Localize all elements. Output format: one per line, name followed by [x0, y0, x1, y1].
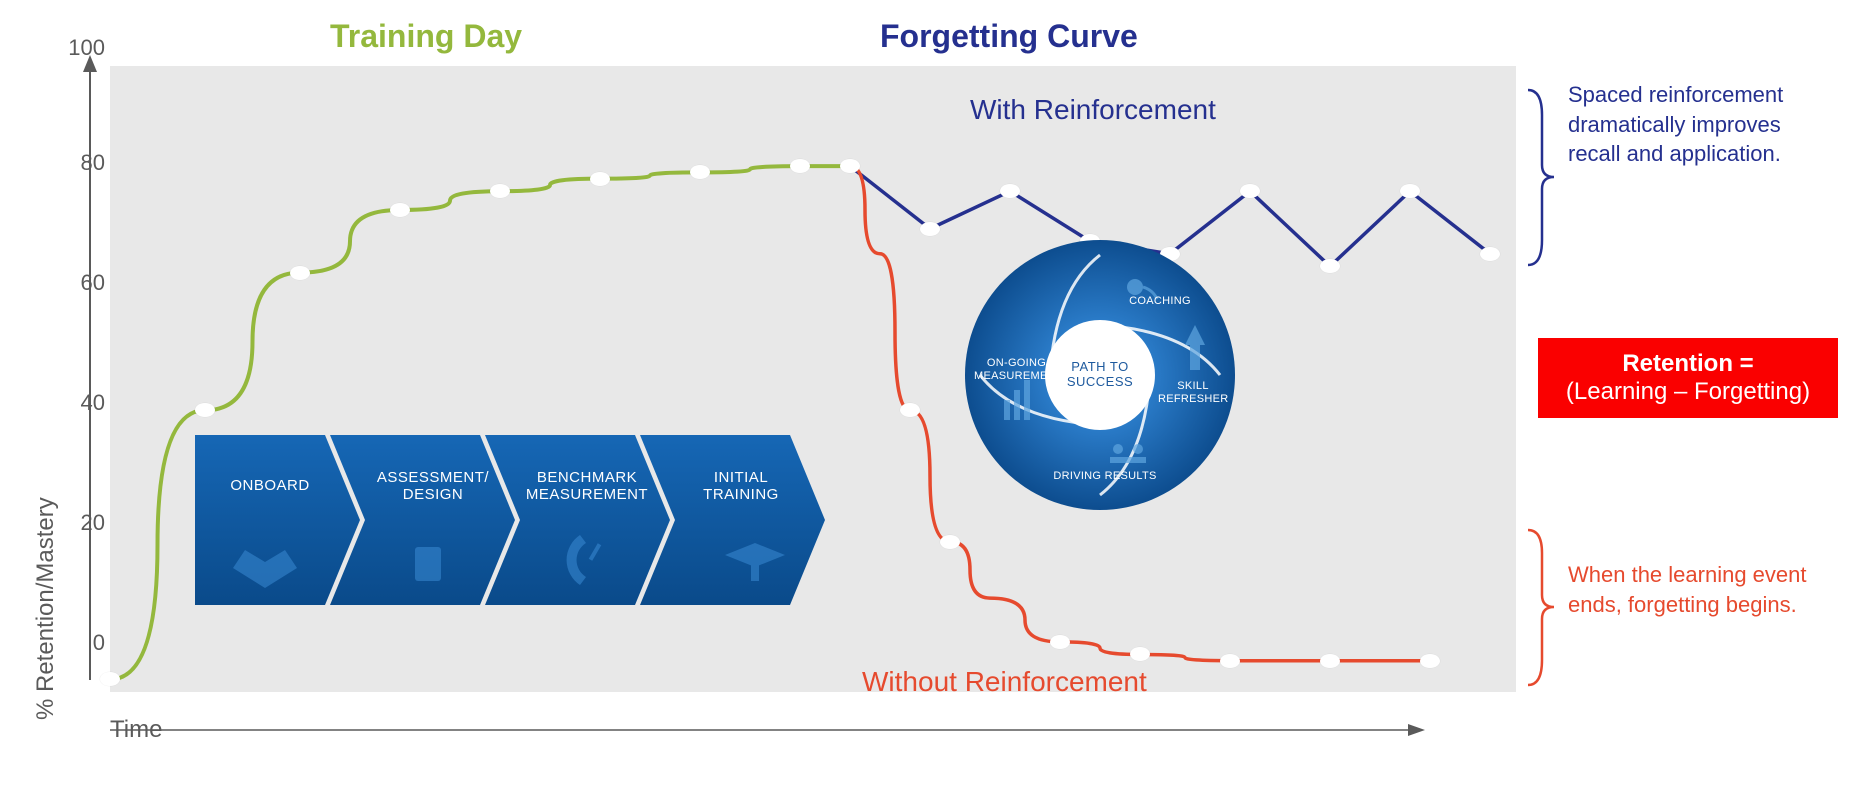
success-wheel: PATH TO SUCCESS COACHING SKILL REFRESHER… [960, 235, 1240, 515]
brace-bottom [1520, 525, 1560, 690]
x-axis-label: Time [110, 716, 162, 744]
y-axis-arrow [75, 50, 105, 690]
wheel-seg-skill: SKILL REFRESHER [1158, 380, 1228, 406]
data-marker [1480, 247, 1500, 261]
y-tick-40: 40 [45, 390, 105, 416]
data-marker [195, 403, 215, 417]
data-marker [920, 222, 940, 236]
retention-line1: Retention = [1558, 350, 1818, 378]
data-marker [1240, 184, 1260, 198]
wheel-center-label: PATH TO SUCCESS [1060, 359, 1140, 389]
data-marker [790, 159, 810, 173]
wheel-seg-coaching: COACHING [1115, 295, 1205, 308]
data-marker [690, 165, 710, 179]
data-marker [1320, 654, 1340, 668]
data-marker [1320, 259, 1340, 273]
data-marker [940, 535, 960, 549]
data-marker [900, 403, 920, 417]
label-without-reinforcement: Without Reinforcement [862, 666, 1147, 698]
y-tick-100: 100 [45, 35, 105, 61]
data-marker [1000, 184, 1020, 198]
retention-formula-box: Retention = (Learning – Forgetting) [1538, 338, 1838, 418]
y-tick-60: 60 [45, 270, 105, 296]
data-marker [840, 159, 860, 173]
data-marker [1130, 647, 1150, 661]
note-spaced-reinforcement: Spaced reinforcement dramatically improv… [1568, 80, 1838, 169]
y-tick-80: 80 [45, 150, 105, 176]
data-marker [1050, 635, 1070, 649]
data-marker [490, 184, 510, 198]
note-forgetting-begins: When the learning event ends, forgetting… [1568, 560, 1838, 619]
data-marker [100, 672, 120, 686]
chevron-assessment: ASSESSMENT/ DESIGN [363, 469, 503, 503]
wheel-seg-driving: DRIVING RESULTS [1050, 470, 1160, 483]
chevron-training: INITIAL TRAINING [671, 469, 811, 503]
data-marker [390, 203, 410, 217]
data-marker [290, 266, 310, 280]
x-axis-arrow [100, 720, 1430, 740]
title-training-day: Training Day [330, 18, 522, 55]
y-axis-label: % Retention/Mastery [32, 497, 60, 720]
chevron-benchmark: BENCHMARK MEASUREMENT [517, 469, 657, 503]
wheel-seg-ongoing: ON-GOING MEASUREMENT [974, 357, 1059, 383]
retention-line2: (Learning – Forgetting) [1558, 378, 1818, 406]
brace-top [1520, 85, 1560, 270]
data-marker [1220, 654, 1240, 668]
title-forgetting-curve: Forgetting Curve [880, 18, 1138, 55]
label-with-reinforcement: With Reinforcement [970, 94, 1216, 126]
data-marker [1420, 654, 1440, 668]
chevron-process: ONBOARD ASSESSMENT/ DESIGN BENCHMARK MEA… [195, 435, 835, 605]
data-marker [1400, 184, 1420, 198]
data-marker [590, 172, 610, 186]
chevron-onboard: ONBOARD [200, 477, 340, 494]
